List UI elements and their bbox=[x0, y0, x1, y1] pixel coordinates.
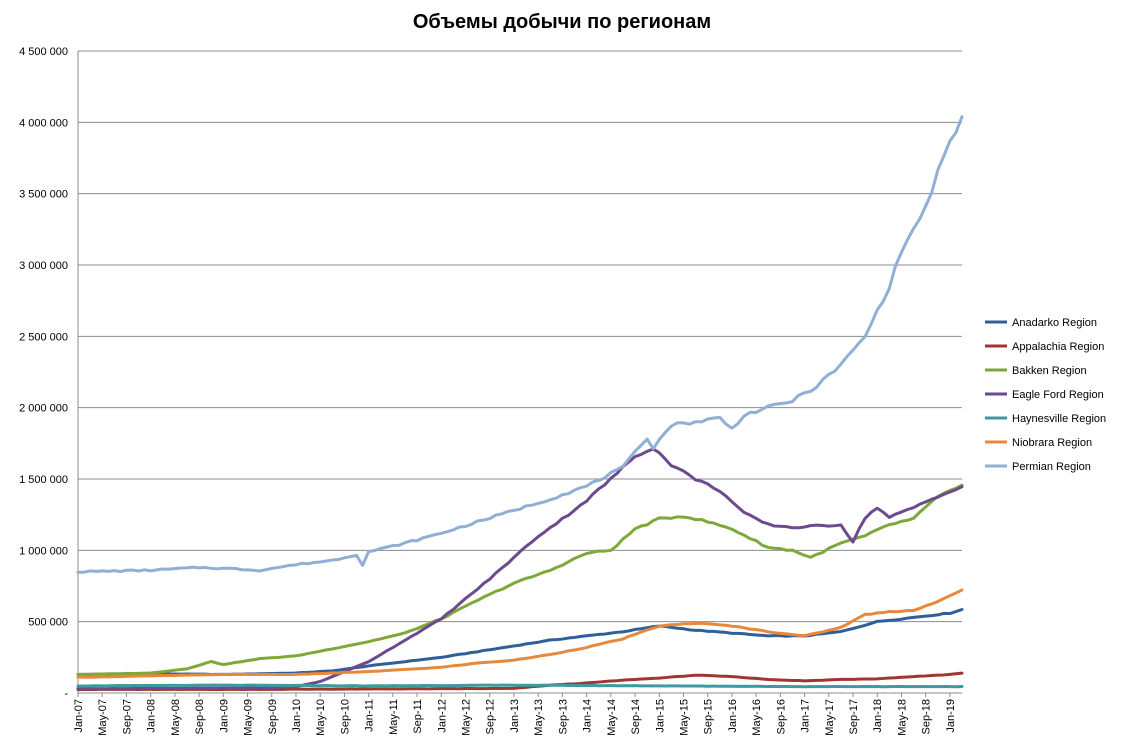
x-tick-label: Sep-18 bbox=[921, 699, 933, 734]
legend-label: Anadarko Region bbox=[1012, 317, 1097, 329]
legend-label: Bakken Region bbox=[1012, 365, 1087, 377]
x-tick-label: Jan-08 bbox=[146, 699, 158, 733]
y-tick-label: 2 000 000 bbox=[19, 403, 68, 415]
axes bbox=[77, 51, 962, 694]
x-tick-label: Sep-17 bbox=[848, 699, 860, 734]
y-tick-label: 500 000 bbox=[28, 617, 68, 629]
x-tick-label: Jan-14 bbox=[582, 699, 594, 733]
y-tick-label: 3 000 000 bbox=[19, 260, 68, 272]
x-tick-label: Jan-12 bbox=[436, 699, 448, 733]
series-line-eagle-ford-region bbox=[76, 447, 964, 691]
x-tick-label: May-11 bbox=[388, 699, 400, 735]
legend-label: Appalachia Region bbox=[1012, 341, 1104, 353]
x-tick-label: May-18 bbox=[896, 699, 908, 736]
series-line-haynesville-region bbox=[76, 683, 964, 689]
x-tick-label: Sep-13 bbox=[557, 699, 569, 734]
chart-title: Объемы добычи по регионам bbox=[413, 11, 711, 33]
x-tick-label: Sep-09 bbox=[267, 699, 279, 734]
gridlines bbox=[78, 50, 962, 623]
x-tick-label: May-07 bbox=[97, 699, 109, 736]
x-tick-label: Sep-12 bbox=[485, 699, 497, 734]
x-tick-label: Jan-17 bbox=[800, 699, 812, 733]
legend-label: Eagle Ford Region bbox=[1012, 389, 1104, 401]
y-tick-label: 1 500 000 bbox=[19, 474, 68, 486]
x-tick-label: Sep-15 bbox=[703, 699, 715, 734]
x-tick-label: May-17 bbox=[824, 699, 836, 736]
series-line-bakken-region bbox=[76, 483, 964, 677]
legend-label: Permian Region bbox=[1012, 461, 1091, 473]
x-tick-label: Jan-15 bbox=[654, 699, 666, 733]
x-tick-label: Sep-08 bbox=[194, 699, 206, 734]
y-tick-label: 4 500 000 bbox=[19, 46, 68, 58]
y-tick-label: 2 500 000 bbox=[19, 331, 68, 343]
x-tick-label: May-12 bbox=[461, 699, 473, 736]
x-tick-label: May-10 bbox=[315, 699, 327, 736]
x-tick-label: May-16 bbox=[751, 699, 763, 736]
x-tick-label: Jan-11 bbox=[364, 699, 376, 732]
legend-label: Haynesville Region bbox=[1012, 413, 1106, 425]
x-tick-label: May-13 bbox=[533, 699, 545, 736]
x-tick-label: Jan-16 bbox=[727, 699, 739, 733]
x-tick-label: May-14 bbox=[606, 699, 618, 736]
y-tick-label: 1 000 000 bbox=[19, 545, 68, 557]
x-tick-label: Sep-11 bbox=[412, 699, 424, 734]
x-tick-label: May-15 bbox=[678, 699, 690, 736]
x-tick-label: Sep-14 bbox=[630, 699, 642, 734]
x-axis-ticks: Jan-07 May-07 Sep-07 Jan-08 May-08 Sep-08 Jan-… bbox=[73, 693, 957, 736]
series-line-anadarko-region bbox=[76, 608, 964, 677]
y-axis-ticks: - 500 000 1 000 000 1 500 000 2 000 000 2 500… bbox=[19, 46, 68, 700]
x-tick-label: Jan-09 bbox=[218, 699, 230, 733]
y-tick-label: 3 500 000 bbox=[19, 189, 68, 201]
x-tick-label: Jan-07 bbox=[73, 699, 85, 733]
x-tick-label: Jan-19 bbox=[945, 699, 957, 733]
series-line-permian-region bbox=[76, 115, 964, 574]
x-tick-label: May-09 bbox=[243, 699, 255, 736]
x-tick-label: Sep-16 bbox=[775, 699, 787, 734]
x-tick-label: Sep-07 bbox=[121, 699, 133, 734]
series-line-niobrara-region bbox=[76, 588, 964, 679]
y-tick-label: 4 000 000 bbox=[19, 117, 68, 129]
x-tick-label: May-08 bbox=[170, 699, 182, 736]
x-tick-label: Jan-10 bbox=[291, 699, 303, 733]
y-tick-label: - bbox=[64, 688, 68, 700]
x-tick-label: Jan-13 bbox=[509, 699, 521, 733]
x-tick-label: Sep-10 bbox=[339, 699, 351, 734]
legend-label: Niobrara Region bbox=[1012, 437, 1092, 449]
x-tick-label: Jan-18 bbox=[872, 699, 884, 733]
legend: Anadarko Region Appalachia Region Bakken R… bbox=[985, 317, 1106, 473]
series-lines bbox=[76, 115, 964, 692]
